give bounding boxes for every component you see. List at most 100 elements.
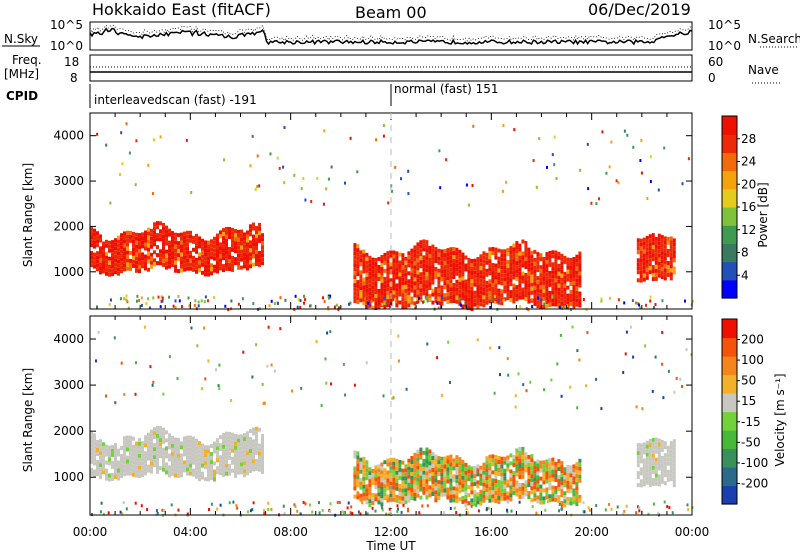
echo-cell: [449, 478, 453, 483]
echo-cell: [566, 293, 570, 298]
echo-cell: [461, 268, 465, 273]
echo-cell: [353, 259, 357, 264]
echo-cell: [180, 461, 183, 466]
echo-cell: [464, 283, 468, 288]
echo-cell: [243, 433, 246, 438]
echo-cell: [449, 498, 453, 503]
noise-cell: [236, 506, 239, 510]
echo-cell: [639, 258, 643, 263]
echo-cell: [129, 234, 132, 239]
echo-cell: [431, 256, 435, 261]
echo-cell: [150, 445, 153, 450]
echo-cell: [425, 463, 429, 468]
noise-cell: [447, 340, 450, 344]
echo-cell: [99, 467, 102, 472]
echo-cell: [171, 435, 174, 440]
echo-cell: [566, 265, 570, 270]
echo-cell: [389, 465, 393, 470]
echo-cell: [431, 272, 435, 277]
noise-cell: [119, 510, 122, 514]
echo-cell: [132, 436, 135, 441]
echo-cell: [258, 238, 261, 243]
noise-cell: [120, 131, 123, 135]
noise-cell: [322, 202, 325, 206]
echo-cell: [198, 268, 201, 273]
echo-cell: [560, 273, 564, 278]
echo-cell: [422, 239, 426, 244]
echo-cell: [554, 477, 558, 482]
noise-cell: [477, 509, 480, 513]
echo-cell: [261, 245, 264, 250]
echo-cell: [545, 252, 549, 257]
echo-cell: [162, 238, 165, 243]
echo-cell: [413, 464, 417, 469]
echo-cell: [96, 448, 99, 452]
echo-cell: [416, 262, 420, 267]
echo-cell: [261, 434, 264, 438]
echo-cell: [162, 242, 165, 247]
echo-cell: [240, 458, 243, 463]
echo-cell: [356, 483, 360, 488]
echo-cell: [189, 230, 192, 235]
echo-cell: [542, 464, 546, 469]
echo-cell: [524, 289, 528, 293]
echo-cell: [207, 252, 210, 257]
echo-cell: [180, 240, 183, 245]
echo-cell: [252, 254, 255, 259]
echo-cell: [362, 265, 366, 270]
echo-cell: [458, 277, 462, 282]
colorbar-swatch: [722, 337, 737, 357]
noise-cell: [668, 506, 671, 510]
noise-cell: [510, 509, 513, 513]
echo-cell: [461, 463, 465, 468]
echo-cell: [455, 491, 459, 496]
echo-cell: [171, 471, 174, 476]
echo-region-evening-band: [636, 233, 676, 283]
noise-cell: [299, 512, 302, 516]
noise-cell: [662, 396, 665, 400]
noise-cell: [455, 511, 458, 514]
echo-cell: [407, 490, 411, 495]
echo-cell: [560, 489, 564, 494]
echo-cell: [566, 273, 570, 278]
noise-cell: [187, 296, 190, 300]
echo-cell: [144, 455, 147, 460]
echo-cell: [225, 435, 228, 440]
echo-cell: [410, 268, 414, 273]
echo-cell: [359, 465, 363, 470]
echo-cell: [431, 276, 435, 281]
noise-cell: [389, 305, 392, 309]
echo-cell: [542, 476, 546, 481]
echo-cell: [147, 456, 150, 461]
echo-cell: [539, 269, 543, 274]
echo-cell: [93, 252, 96, 257]
echo-cell: [231, 255, 234, 260]
noise-cell: [326, 331, 329, 335]
echo-cell: [210, 464, 213, 469]
echo-cell: [464, 263, 468, 268]
echo-cell: [237, 257, 240, 262]
noise-cell: [120, 361, 123, 365]
noise-cell: [654, 303, 657, 306]
echo-cell: [422, 271, 426, 276]
echo-cell: [654, 268, 658, 273]
noise-cell: [105, 394, 107, 398]
colorbar-swatch: [722, 430, 737, 450]
echo-cell: [473, 290, 477, 295]
noise-cell: [134, 392, 137, 396]
echo-cell: [461, 459, 465, 464]
echo-cell: [96, 243, 99, 248]
echo-cell: [639, 266, 643, 271]
echo-cell: [648, 475, 652, 479]
echo-cell: [138, 241, 141, 246]
echo-cell: [204, 461, 207, 466]
echo-cell: [449, 251, 453, 256]
echo-cell: [660, 475, 664, 480]
noise-cell: [590, 201, 593, 205]
echo-cell: [527, 263, 531, 268]
echo-cell: [446, 463, 450, 468]
noise-cell: [230, 398, 233, 402]
noise-cell: [293, 503, 296, 507]
echo-cell: [479, 254, 483, 259]
echo-cell: [398, 459, 402, 464]
